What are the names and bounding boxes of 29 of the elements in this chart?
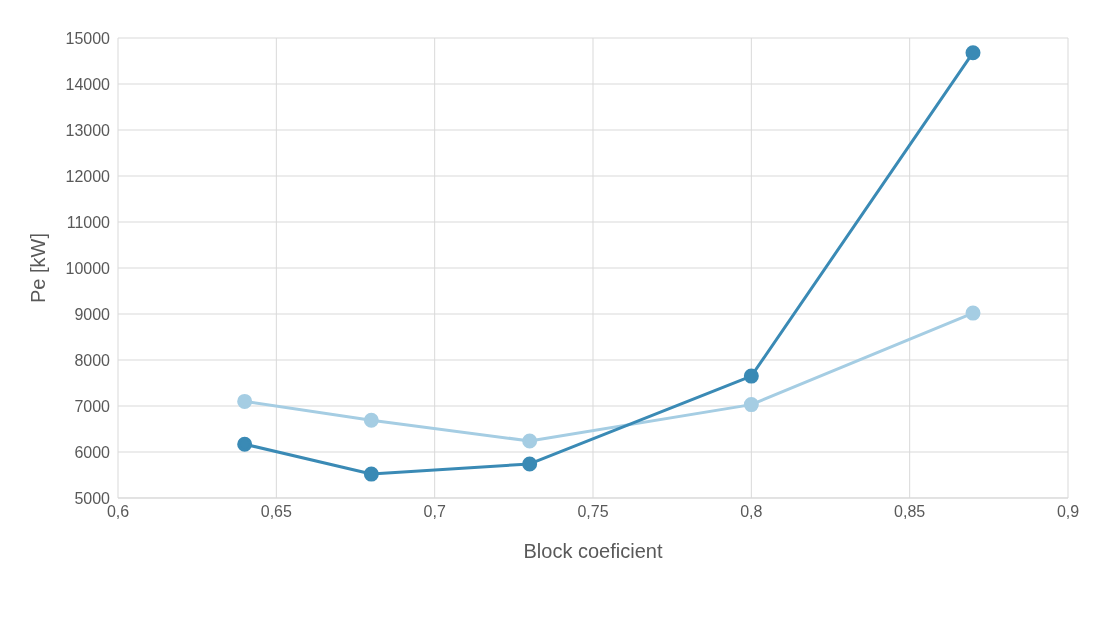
y-tick-label: 8000 — [74, 351, 111, 369]
point — [743, 397, 759, 413]
point — [363, 412, 379, 428]
x-tick-label: 0,75 — [577, 503, 609, 521]
y-tick-label: 13000 — [65, 121, 111, 139]
point — [743, 368, 759, 384]
y-tick-label: 6000 — [74, 443, 111, 461]
point — [237, 436, 253, 452]
y-tick-label: 10000 — [65, 259, 111, 277]
y-axis-title: Pe [kW] — [27, 232, 50, 304]
y-tick-label: 12000 — [65, 167, 111, 185]
point — [522, 433, 538, 449]
y-tick-label: 11000 — [66, 213, 111, 231]
point — [237, 393, 253, 409]
x-tick-label: 0,7 — [423, 503, 446, 521]
x-tick-label: 0,6 — [106, 503, 130, 521]
point — [363, 466, 379, 482]
x-tick-label: 0,8 — [740, 503, 763, 521]
x-tick-label: 0,9 — [1056, 503, 1080, 521]
x-tick-label: 0,85 — [894, 503, 926, 521]
y-tick-label: 14000 — [65, 75, 111, 93]
point — [522, 456, 538, 472]
y-tick-label: 7000 — [74, 397, 111, 415]
y-tick-label: 9000 — [74, 305, 111, 323]
x-axis-title: Block coeficient — [523, 540, 663, 562]
point — [965, 305, 981, 321]
point — [965, 45, 981, 61]
x-tick-label: 0,65 — [260, 503, 293, 521]
y-tick-label: 15000 — [65, 29, 111, 47]
